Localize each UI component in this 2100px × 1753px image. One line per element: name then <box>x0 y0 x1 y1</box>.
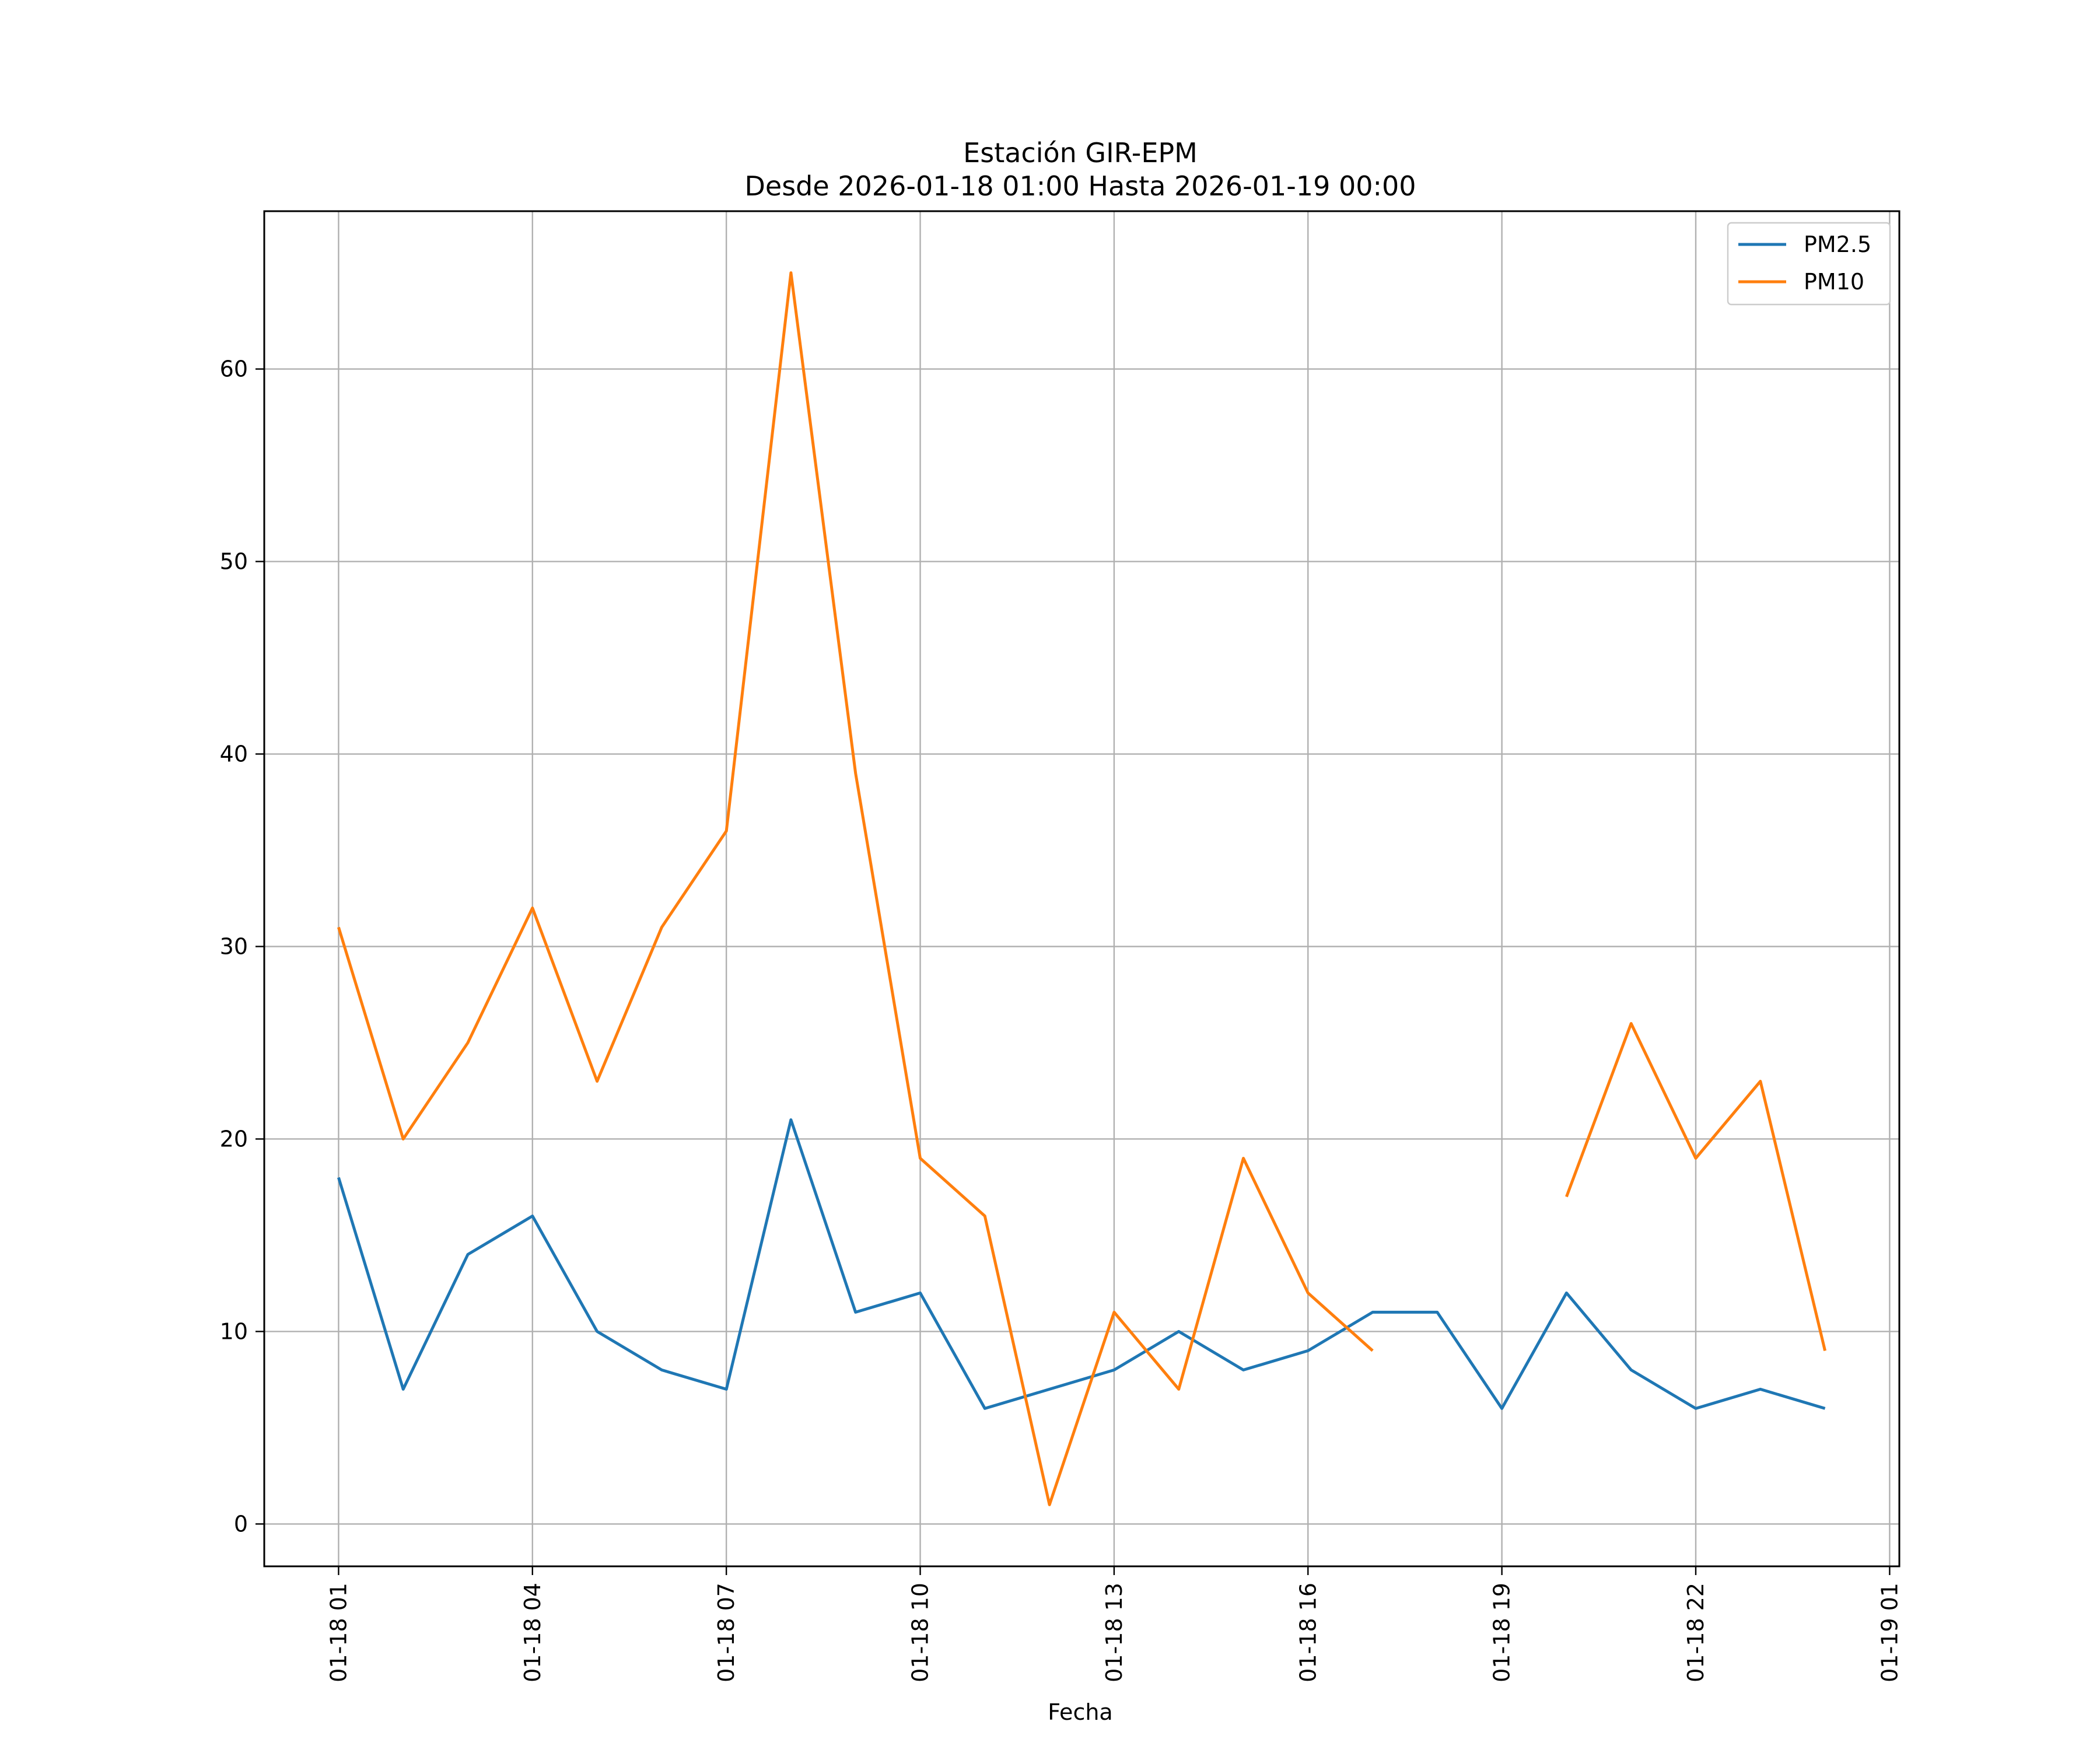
x-tick-label: 01-18 01 <box>326 1583 351 1682</box>
axis-ticks: 01-18 01 01-18 04 01-18 07 01-18 10 01-18 13… <box>220 356 1903 1682</box>
series-line-pm2-5 <box>337 1118 1826 1410</box>
y-tick-label: 0 <box>234 1511 248 1537</box>
legend-label-pm10: PM10 <box>1804 269 1864 295</box>
plot-frame <box>263 210 1901 1567</box>
x-tick-label: 01-19 01 <box>1877 1583 1902 1682</box>
y-tick-label: 20 <box>220 1126 248 1152</box>
y-tick-label: 50 <box>220 549 248 575</box>
y-tick-label: 60 <box>220 356 248 382</box>
y-tick-label: 30 <box>220 933 248 959</box>
series-line-pm10 <box>337 271 1374 1506</box>
series-layer <box>337 271 1827 1506</box>
legend-label-pm2-5: PM2.5 <box>1804 232 1871 257</box>
series-line-pm10 <box>1565 1022 1827 1351</box>
x-tick-label: 01-18 16 <box>1295 1583 1321 1682</box>
legend[interactable]: PM2.5 PM10 <box>1727 222 1891 306</box>
x-tick-label: 01-18 19 <box>1489 1583 1515 1682</box>
chart-subtitle: Desde 2026-01-18 01:00 Hasta 2026-01-19 … <box>744 170 1416 202</box>
chart-title: Estación GIR-EPM <box>963 137 1198 169</box>
grid-lines <box>264 211 1899 1566</box>
y-tick-label: 10 <box>220 1318 248 1344</box>
x-tick-label: 01-18 10 <box>908 1583 933 1682</box>
x-tick-label: 01-18 22 <box>1683 1583 1709 1682</box>
x-tick-label: 01-18 13 <box>1101 1583 1127 1682</box>
x-tick-label: 01-18 04 <box>520 1583 545 1682</box>
x-axis-label: Fecha <box>1048 1699 1112 1725</box>
x-tick-label: 01-18 07 <box>713 1583 739 1682</box>
y-tick-label: 40 <box>220 741 248 767</box>
